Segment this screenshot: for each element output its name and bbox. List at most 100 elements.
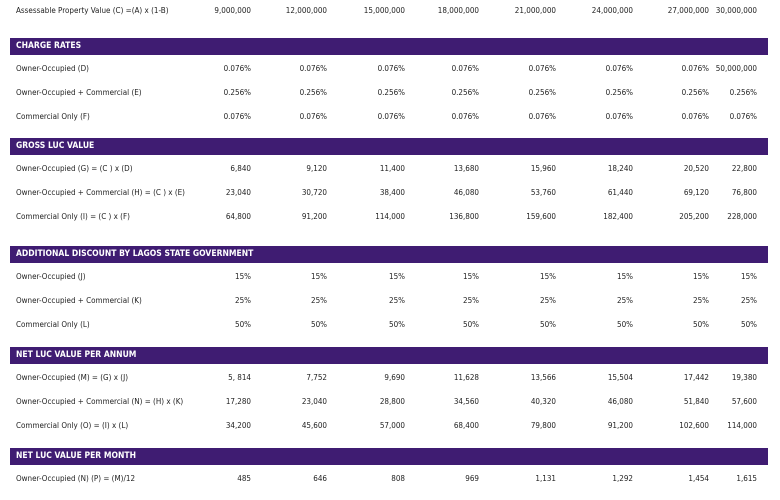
- cell-value: 0.076%: [729, 112, 757, 121]
- cell-value: 25%: [693, 296, 709, 305]
- row-label: Owner-Occupied + Commercial (E): [16, 88, 142, 97]
- row-label: Owner-Occupied + Commercial (H) = (C ) x…: [16, 188, 185, 197]
- row-label: Owner-Occupied (J): [16, 272, 86, 281]
- cell-value: 182,400: [603, 212, 633, 221]
- cell-value: 18,240: [607, 164, 633, 173]
- cell-value: 1,131: [535, 474, 556, 483]
- cell-value: 15%: [389, 272, 405, 281]
- cell-value: 0.076%: [528, 64, 556, 73]
- cell-value: 0.076%: [681, 112, 709, 121]
- cell-value: 18,000,000: [437, 6, 479, 15]
- cell-value: 7,752: [306, 373, 327, 382]
- cell-value: 25%: [463, 296, 479, 305]
- cell-value: 228,000: [727, 212, 757, 221]
- cell-value: 34,560: [453, 397, 479, 406]
- cell-value: 17,442: [683, 373, 709, 382]
- cell-value: 50%: [311, 320, 327, 329]
- cell-value: 5, 814: [228, 373, 251, 382]
- cell-value: 0.256%: [681, 88, 709, 97]
- cell-value: 15%: [463, 272, 479, 281]
- cell-value: 0.076%: [605, 112, 633, 121]
- cell-value: 30,000,000: [715, 6, 757, 15]
- cell-value: 21,000,000: [514, 6, 556, 15]
- cell-value: 38,400: [379, 188, 405, 197]
- cell-value: 646: [313, 474, 327, 483]
- cell-value: 0.076%: [377, 64, 405, 73]
- section-header: NET LUC VALUE PER MONTH: [10, 448, 768, 465]
- cell-value: 11,400: [379, 164, 405, 173]
- cell-value: 0.076%: [223, 64, 251, 73]
- cell-value: 969: [465, 474, 479, 483]
- cell-value: 6,840: [230, 164, 251, 173]
- cell-value: 159,600: [526, 212, 556, 221]
- section-header: ADDITIONAL DISCOUNT BY LAGOS STATE GOVER…: [10, 246, 768, 263]
- row-label: Owner-Occupied (M) = (G) x (J): [16, 373, 128, 382]
- cell-value: 69,120: [683, 188, 709, 197]
- cell-value: 1,615: [736, 474, 757, 483]
- cell-value: 0.076%: [681, 64, 709, 73]
- cell-value: 114,000: [375, 212, 405, 221]
- cell-value: 205,200: [679, 212, 709, 221]
- cell-value: 136,800: [449, 212, 479, 221]
- cell-value: 25%: [617, 296, 633, 305]
- cell-value: 485: [237, 474, 251, 483]
- cell-value: 50,000,000: [715, 64, 757, 73]
- cell-value: 0.256%: [223, 88, 251, 97]
- cell-value: 0.256%: [528, 88, 556, 97]
- row-label: Assessable Property Value (C) =(A) x (1-…: [16, 6, 169, 15]
- cell-value: 76,800: [731, 188, 757, 197]
- cell-value: 19,380: [731, 373, 757, 382]
- cell-value: 0.076%: [451, 64, 479, 73]
- cell-value: 34,200: [225, 421, 251, 430]
- cell-value: 11,628: [453, 373, 479, 382]
- cell-value: 28,800: [379, 397, 405, 406]
- cell-value: 46,080: [453, 188, 479, 197]
- cell-value: 12,000,000: [285, 6, 327, 15]
- cell-value: 0.076%: [377, 112, 405, 121]
- cell-value: 50%: [741, 320, 757, 329]
- cell-value: 15,960: [530, 164, 556, 173]
- row-label: Owner-Occupied (N) (P) = (M)/12: [16, 474, 136, 483]
- cell-value: 40,320: [530, 397, 556, 406]
- cell-value: 24,000,000: [591, 6, 633, 15]
- cell-value: 0.256%: [377, 88, 405, 97]
- cell-value: 0.076%: [223, 112, 251, 121]
- cell-value: 102,600: [679, 421, 709, 430]
- cell-value: 0.256%: [299, 88, 327, 97]
- cell-value: 0.076%: [451, 112, 479, 121]
- cell-value: 50%: [693, 320, 709, 329]
- row-label: Commercial Only (L): [16, 320, 90, 329]
- cell-value: 0.256%: [729, 88, 757, 97]
- cell-value: 9,690: [384, 373, 405, 382]
- cell-value: 25%: [741, 296, 757, 305]
- cell-value: 57,000: [379, 421, 405, 430]
- section-title: NET LUC VALUE PER ANNUM: [16, 350, 137, 360]
- section-title: ADDITIONAL DISCOUNT BY LAGOS STATE GOVER…: [16, 249, 254, 259]
- cell-value: 17,280: [225, 397, 251, 406]
- cell-value: 25%: [389, 296, 405, 305]
- cell-value: 50%: [540, 320, 556, 329]
- cell-value: 91,200: [301, 212, 327, 221]
- cell-value: 0.256%: [451, 88, 479, 97]
- cell-value: 15,000,000: [363, 6, 405, 15]
- cell-value: 50%: [617, 320, 633, 329]
- row-label: Owner-Occupied + Commercial (K): [16, 296, 142, 305]
- section-header: GROSS LUC VALUE: [10, 138, 768, 155]
- cell-value: 13,680: [453, 164, 479, 173]
- cell-value: 0.076%: [605, 64, 633, 73]
- cell-value: 1,292: [612, 474, 633, 483]
- cell-value: 13,566: [530, 373, 556, 382]
- section-title: CHARGE RATES: [16, 41, 82, 51]
- cell-value: 9,000,000: [214, 6, 251, 15]
- cell-value: 1,454: [688, 474, 709, 483]
- cell-value: 45,600: [301, 421, 327, 430]
- cell-value: 27,000,000: [667, 6, 709, 15]
- cell-value: 0.076%: [299, 64, 327, 73]
- row-label: Commercial Only (F): [16, 112, 90, 121]
- cell-value: 15%: [540, 272, 556, 281]
- cell-value: 15%: [617, 272, 633, 281]
- section-header: CHARGE RATES: [10, 38, 768, 55]
- cell-value: 30,720: [301, 188, 327, 197]
- row-label: Commercial Only (O) = (I) x (L): [16, 421, 129, 430]
